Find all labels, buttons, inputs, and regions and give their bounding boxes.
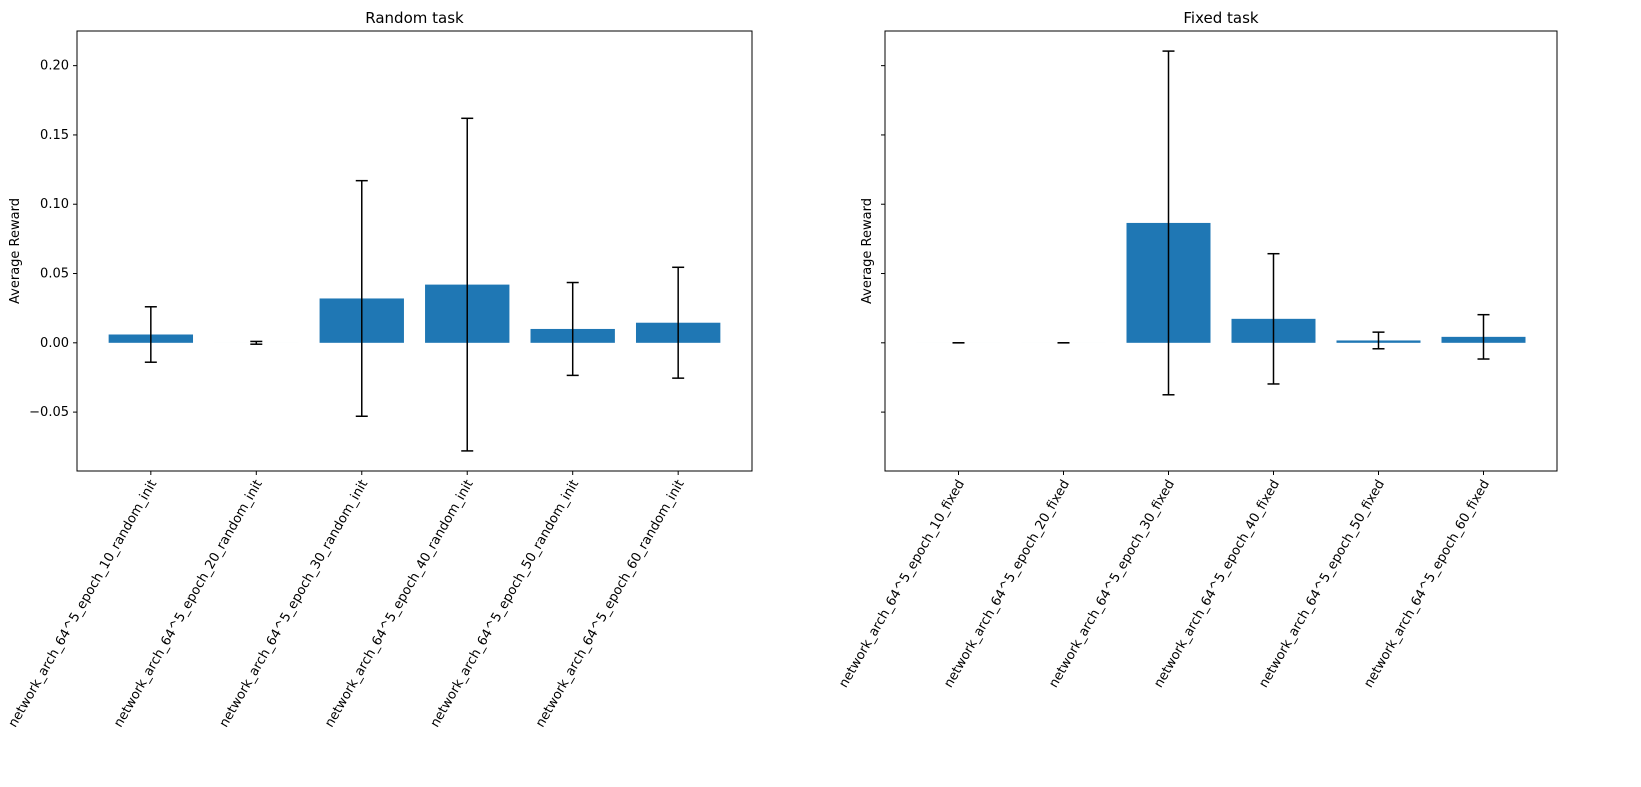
y-tick-label: −0.05 bbox=[29, 405, 69, 420]
axes-2: network_arch_64^5_epoch_10_fixednetwork_… bbox=[836, 9, 1557, 690]
chart-title: Random task bbox=[365, 9, 464, 27]
x-tick-label: network_arch_64^5_epoch_50_fixed bbox=[1256, 478, 1388, 691]
y-tick-label: 0.15 bbox=[40, 128, 69, 143]
x-tick-label: network_arch_64^5_epoch_30_fixed bbox=[1046, 478, 1178, 691]
x-tick-label: network_arch_64^5_epoch_10_fixed bbox=[836, 478, 968, 691]
x-tick-label: network_arch_64^5_epoch_20_fixed bbox=[941, 478, 1073, 691]
axes-1: −0.050.000.050.100.150.20network_arch_64… bbox=[6, 9, 752, 730]
y-tick-label: 0.05 bbox=[40, 267, 69, 282]
x-tick-label: network_arch_64^5_epoch_60_fixed bbox=[1361, 478, 1493, 691]
x-tick-label: network_arch_64^5_epoch_40_fixed bbox=[1151, 478, 1283, 691]
y-axis-label: Average Reward bbox=[8, 198, 23, 304]
y-tick-label: 0.10 bbox=[40, 197, 69, 212]
chart-title: Fixed task bbox=[1183, 9, 1259, 27]
axes-frame bbox=[885, 31, 1557, 471]
y-tick-label: 0.20 bbox=[40, 59, 69, 74]
y-axis-label: Average Reward bbox=[860, 198, 875, 304]
axes-frame bbox=[77, 31, 752, 471]
y-tick-label: 0.00 bbox=[40, 336, 69, 351]
